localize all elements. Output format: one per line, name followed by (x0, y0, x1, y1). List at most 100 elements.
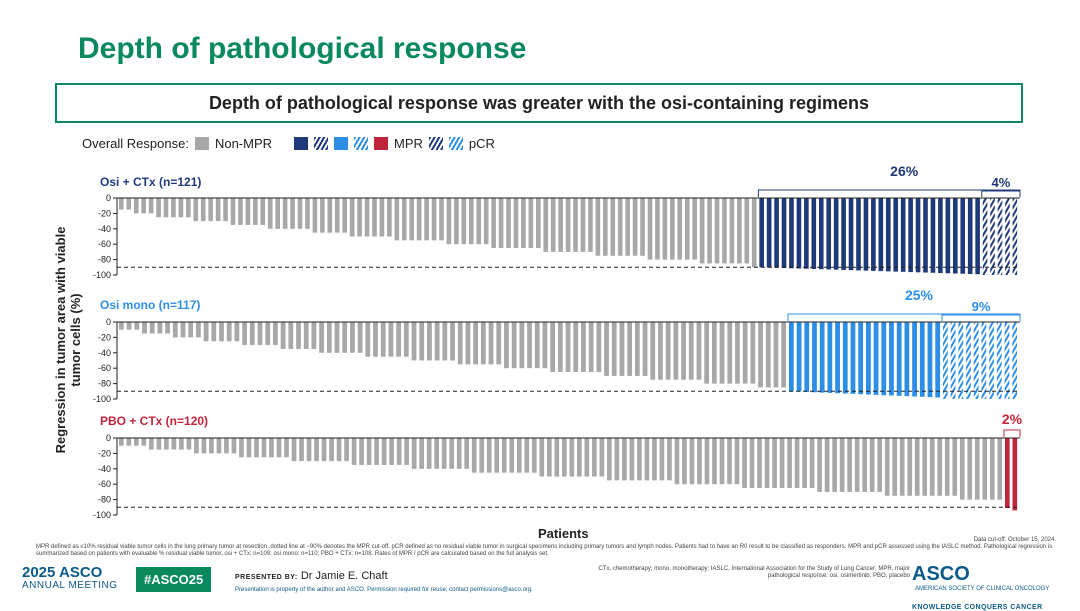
bar-non-mpr (580, 198, 586, 252)
bar-non-mpr (394, 198, 400, 241)
bar-non-mpr (655, 198, 660, 260)
bar-non-mpr (779, 438, 785, 489)
bar-non-mpr (543, 198, 549, 252)
bar-non-mpr (336, 438, 342, 462)
bar-non-mpr (662, 198, 668, 260)
bar-non-mpr (611, 322, 617, 376)
bar-non-mpr (719, 438, 725, 485)
bar-non-mpr (312, 198, 318, 233)
bar-non-mpr (528, 198, 534, 249)
bar-non-mpr (186, 198, 191, 218)
bar-pcr (1005, 198, 1010, 275)
bar-non-mpr (464, 438, 470, 469)
bar-non-mpr (215, 198, 221, 222)
bar-non-mpr (869, 438, 875, 492)
bar-non-mpr (684, 198, 690, 260)
meeting-subtitle: ANNUAL MEETING (22, 580, 118, 591)
bar-non-mpr (188, 322, 194, 338)
y-tick-label: 0 (106, 433, 111, 443)
bar-non-mpr (249, 322, 255, 346)
legend-prefix: Overall Response: (82, 136, 189, 151)
bar-non-mpr (729, 198, 735, 264)
bar-non-mpr (476, 198, 482, 245)
y-tick-label: -100 (93, 510, 111, 520)
bar-non-mpr (297, 198, 303, 229)
data-cutoff-note: Data cut-off: October 15, 2024. (973, 537, 1056, 543)
bar-non-mpr (288, 322, 294, 349)
bar-pcr (996, 322, 1002, 399)
bar-non-mpr (319, 322, 324, 353)
bar-mpr (908, 198, 913, 273)
bar-non-mpr (534, 322, 540, 369)
bar-non-mpr (565, 322, 571, 373)
bar-mpr (826, 198, 832, 270)
bar-mpr (919, 322, 925, 397)
bar-non-mpr (539, 438, 545, 477)
bar-mpr (850, 322, 856, 394)
bar-non-mpr (446, 198, 452, 245)
bar-non-mpr (242, 322, 247, 346)
bar-non-mpr (617, 198, 623, 256)
bar-non-mpr (929, 438, 935, 496)
bar-non-mpr (366, 438, 372, 465)
bar-non-mpr (937, 438, 943, 496)
meeting-logo: 2025 ASCO ANNUAL MEETING (22, 565, 118, 592)
bar-non-mpr (126, 438, 132, 446)
bar-mpr (819, 322, 825, 393)
bar-mpr (938, 198, 943, 274)
y-tick-label: -80 (98, 495, 111, 505)
bar-non-mpr (557, 322, 563, 373)
bar-non-mpr (558, 198, 563, 252)
bar-non-mpr (450, 322, 455, 361)
bar-non-mpr (171, 198, 176, 218)
bar-non-mpr (629, 438, 635, 481)
headline-banner: Depth of pathological response was great… (55, 83, 1023, 123)
bar-non-mpr (165, 322, 170, 334)
bar-non-mpr (488, 322, 494, 365)
bar-non-mpr (149, 438, 154, 450)
bar-non-mpr (164, 438, 169, 450)
bar-non-mpr (491, 198, 496, 249)
bar-non-mpr (321, 438, 327, 462)
bar-pcr (981, 322, 987, 399)
bar-non-mpr (588, 322, 594, 373)
bar-non-mpr (794, 438, 800, 489)
bar-non-mpr (696, 322, 702, 380)
bar-non-mpr (506, 198, 511, 249)
bar-non-mpr (231, 438, 237, 454)
bar-mpr (871, 198, 876, 271)
bar-non-mpr (511, 322, 517, 369)
bar-non-mpr (692, 198, 697, 260)
bar-non-mpr (431, 198, 437, 241)
y-tick-label: 0 (106, 193, 111, 203)
hashtag-badge: #ASCO25 (136, 567, 212, 592)
bar-mpr (789, 198, 794, 269)
bar-non-mpr (644, 438, 650, 481)
bar-non-mpr (180, 322, 186, 338)
bar-non-mpr (877, 438, 882, 492)
bar-non-mpr (238, 198, 243, 225)
chart-legend: Overall Response: Non-MPR MPR pCR (82, 136, 495, 151)
y-tick-label: -80 (98, 255, 111, 265)
copyright-disclaimer: Presentation is property of the author a… (235, 587, 533, 593)
bar-non-mpr (781, 322, 787, 388)
presented-by-label: PRESENTED BY: (235, 574, 298, 581)
bar-non-mpr (411, 438, 417, 469)
bar-non-mpr (396, 322, 402, 357)
bar-non-mpr (647, 198, 653, 260)
bar-mpr (865, 322, 871, 395)
bar-pcr (1012, 322, 1018, 399)
bar-non-mpr (284, 438, 289, 458)
bar-non-mpr (149, 322, 155, 334)
bar-non-mpr (163, 198, 169, 218)
bar-mpr (873, 322, 879, 395)
bar-mpr (858, 322, 864, 395)
bar-non-mpr (364, 198, 370, 237)
bar-mpr (896, 322, 902, 396)
bar-non-mpr (280, 322, 286, 349)
bar-non-mpr (697, 438, 702, 485)
bar-non-mpr (595, 198, 601, 256)
bar-mpr (804, 198, 809, 269)
bar-non-mpr (504, 322, 509, 369)
bar-non-mpr (273, 322, 278, 346)
